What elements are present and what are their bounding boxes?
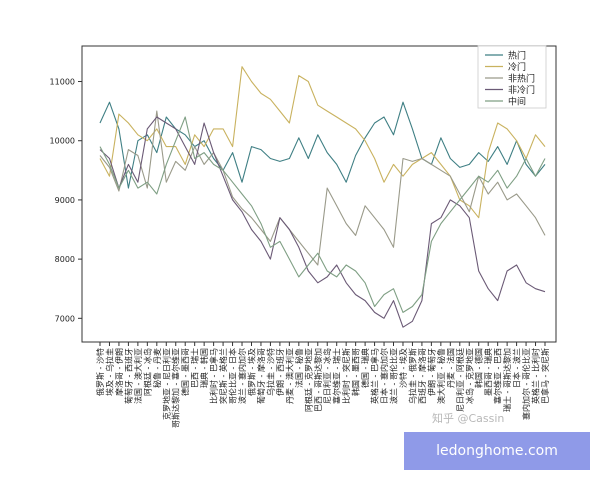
x-tick-label: 日本 - 塞内加尔 <box>379 348 389 404</box>
y-tick-label: 11000 <box>50 78 75 87</box>
x-tick-label: 韩国 - 德国 <box>474 348 484 388</box>
legend-label: 非冷门 <box>508 84 535 96</box>
x-tick-label: 澳大利亚 - 秘鲁 <box>436 348 446 404</box>
x-tick-label: 埃及 - 乌拉圭 <box>104 348 114 396</box>
x-tick-label: 冰岛 - 克罗地亚 <box>464 348 474 404</box>
x-tick-label: 俄罗斯 - 埃及 <box>246 348 256 396</box>
x-tick-label: 比利时 - 巴拿马 <box>209 348 219 404</box>
series-line-4 <box>99 116 546 313</box>
x-tick-label: 哥伦比亚 - 日本 <box>228 348 238 404</box>
x-tick-label: 乌拉圭 - 沙特 <box>265 348 275 396</box>
series-line-3 <box>99 116 546 328</box>
y-tick-label: 9000 <box>55 196 75 205</box>
legend-label: 非热门 <box>508 73 535 85</box>
x-tick-label: 乌拉圭 - 俄罗斯 <box>407 348 417 404</box>
legend-box <box>477 45 547 109</box>
y-tick-label: 7000 <box>55 314 75 323</box>
x-tick-label: 阿根廷 - 克罗地亚 <box>303 348 313 412</box>
x-tick-label: 巴拿马 - 突尼斯 <box>540 348 550 404</box>
x-tick-label: 俄罗斯 - 沙特 <box>95 348 105 396</box>
watermark-text: 知乎 @Cassin <box>432 412 505 425</box>
x-tick-label: 哥斯达黎加 - 塞尔维亚 <box>171 348 181 428</box>
x-tick-label: 法国 - 秘鲁 <box>294 348 304 388</box>
site-badge: ledonghome.com <box>404 432 590 470</box>
site-badge-text: ledonghome.com <box>436 443 558 459</box>
x-tick-label: 葡萄牙 - 摩洛哥 <box>256 348 266 404</box>
x-tick-label: 英格兰 - 巴拿马 <box>370 348 380 404</box>
x-tick-label: 日本 - 波兰 <box>512 348 522 388</box>
x-tick-label: 德国 - 墨西哥 <box>180 348 190 396</box>
x-tick-label: 阿根廷 - 冰岛 <box>142 348 152 396</box>
legend-label: 中间 <box>508 96 526 108</box>
x-tick-label: 克罗地亚 - 尼日利亚 <box>161 348 171 420</box>
x-tick-label: 波兰 - 哥伦比亚 <box>389 348 399 404</box>
y-tick-label: 10000 <box>50 137 75 146</box>
x-tick-label: 瑞典 - 韩国 <box>199 348 209 388</box>
x-tick-label: 瑞士 - 哥斯达黎加 <box>502 348 512 412</box>
x-tick-label: 法国 - 澳大利亚 <box>133 348 143 404</box>
x-tick-label: 摩洛哥 - 伊朗 <box>114 348 124 396</box>
x-tick-label: 伊朗 - 葡萄牙 <box>426 348 436 396</box>
legend-label: 冷门 <box>508 61 526 73</box>
x-tick-label: 塞尔维亚 - 巴西 <box>493 348 503 404</box>
x-tick-label: 巴西 - 哥斯达黎加 <box>313 348 323 412</box>
x-tick-label: 突尼斯 - 英格兰 <box>218 348 228 404</box>
x-tick-label: 伊朗 - 西班牙 <box>275 348 285 396</box>
x-tick-label: 德国 - 瑞典 <box>360 348 370 388</box>
plot-area-frame <box>81 45 557 343</box>
x-axis: 俄罗斯 - 沙特 埃及 - 乌拉圭 摩洛哥 - 伊朗 葡萄牙 - 西班牙 法国 - 澳大… <box>95 342 550 428</box>
series-line-2 <box>99 110 546 266</box>
x-tick-label: 英格兰 - 比利时 <box>531 348 541 404</box>
series-line-0 <box>99 101 546 189</box>
x-tick-label: 波兰 - 塞内加尔 <box>237 348 247 404</box>
x-tick-label: 墨西哥 - 瑞典 <box>483 348 493 396</box>
x-tick-label: 尼日利亚 - 冰岛 <box>322 348 332 404</box>
y-tick-label: 8000 <box>55 255 75 264</box>
x-tick-label: 塞尔维亚 - 瑞士 <box>332 348 342 404</box>
x-tick-label: 巴西 - 瑞士 <box>190 348 200 388</box>
x-tick-label: 沙特 - 埃及 <box>398 348 408 388</box>
x-tick-label: 秘鲁 - 丹麦 <box>152 348 162 388</box>
x-tick-label: 塞内加尔 - 哥伦比亚 <box>521 348 531 420</box>
x-tick-label: 丹麦 - 法国 <box>445 348 455 388</box>
x-tick-label: 比利时 - 突尼斯 <box>341 348 351 404</box>
y-axis: 7000 8000 9000 10000 11000 <box>50 78 82 323</box>
x-tick-label: 韩国 - 墨西哥 <box>351 348 361 396</box>
x-tick-label: 西班牙 - 摩洛哥 <box>417 348 427 404</box>
x-tick-label: 葡萄牙 - 西班牙 <box>123 348 133 404</box>
series-lines <box>99 66 546 328</box>
x-tick-label: 丹麦 - 澳大利亚 <box>284 348 294 404</box>
legend-label: 热门 <box>508 50 526 62</box>
x-tick-label: 尼日利亚 - 阿根廷 <box>455 348 465 412</box>
